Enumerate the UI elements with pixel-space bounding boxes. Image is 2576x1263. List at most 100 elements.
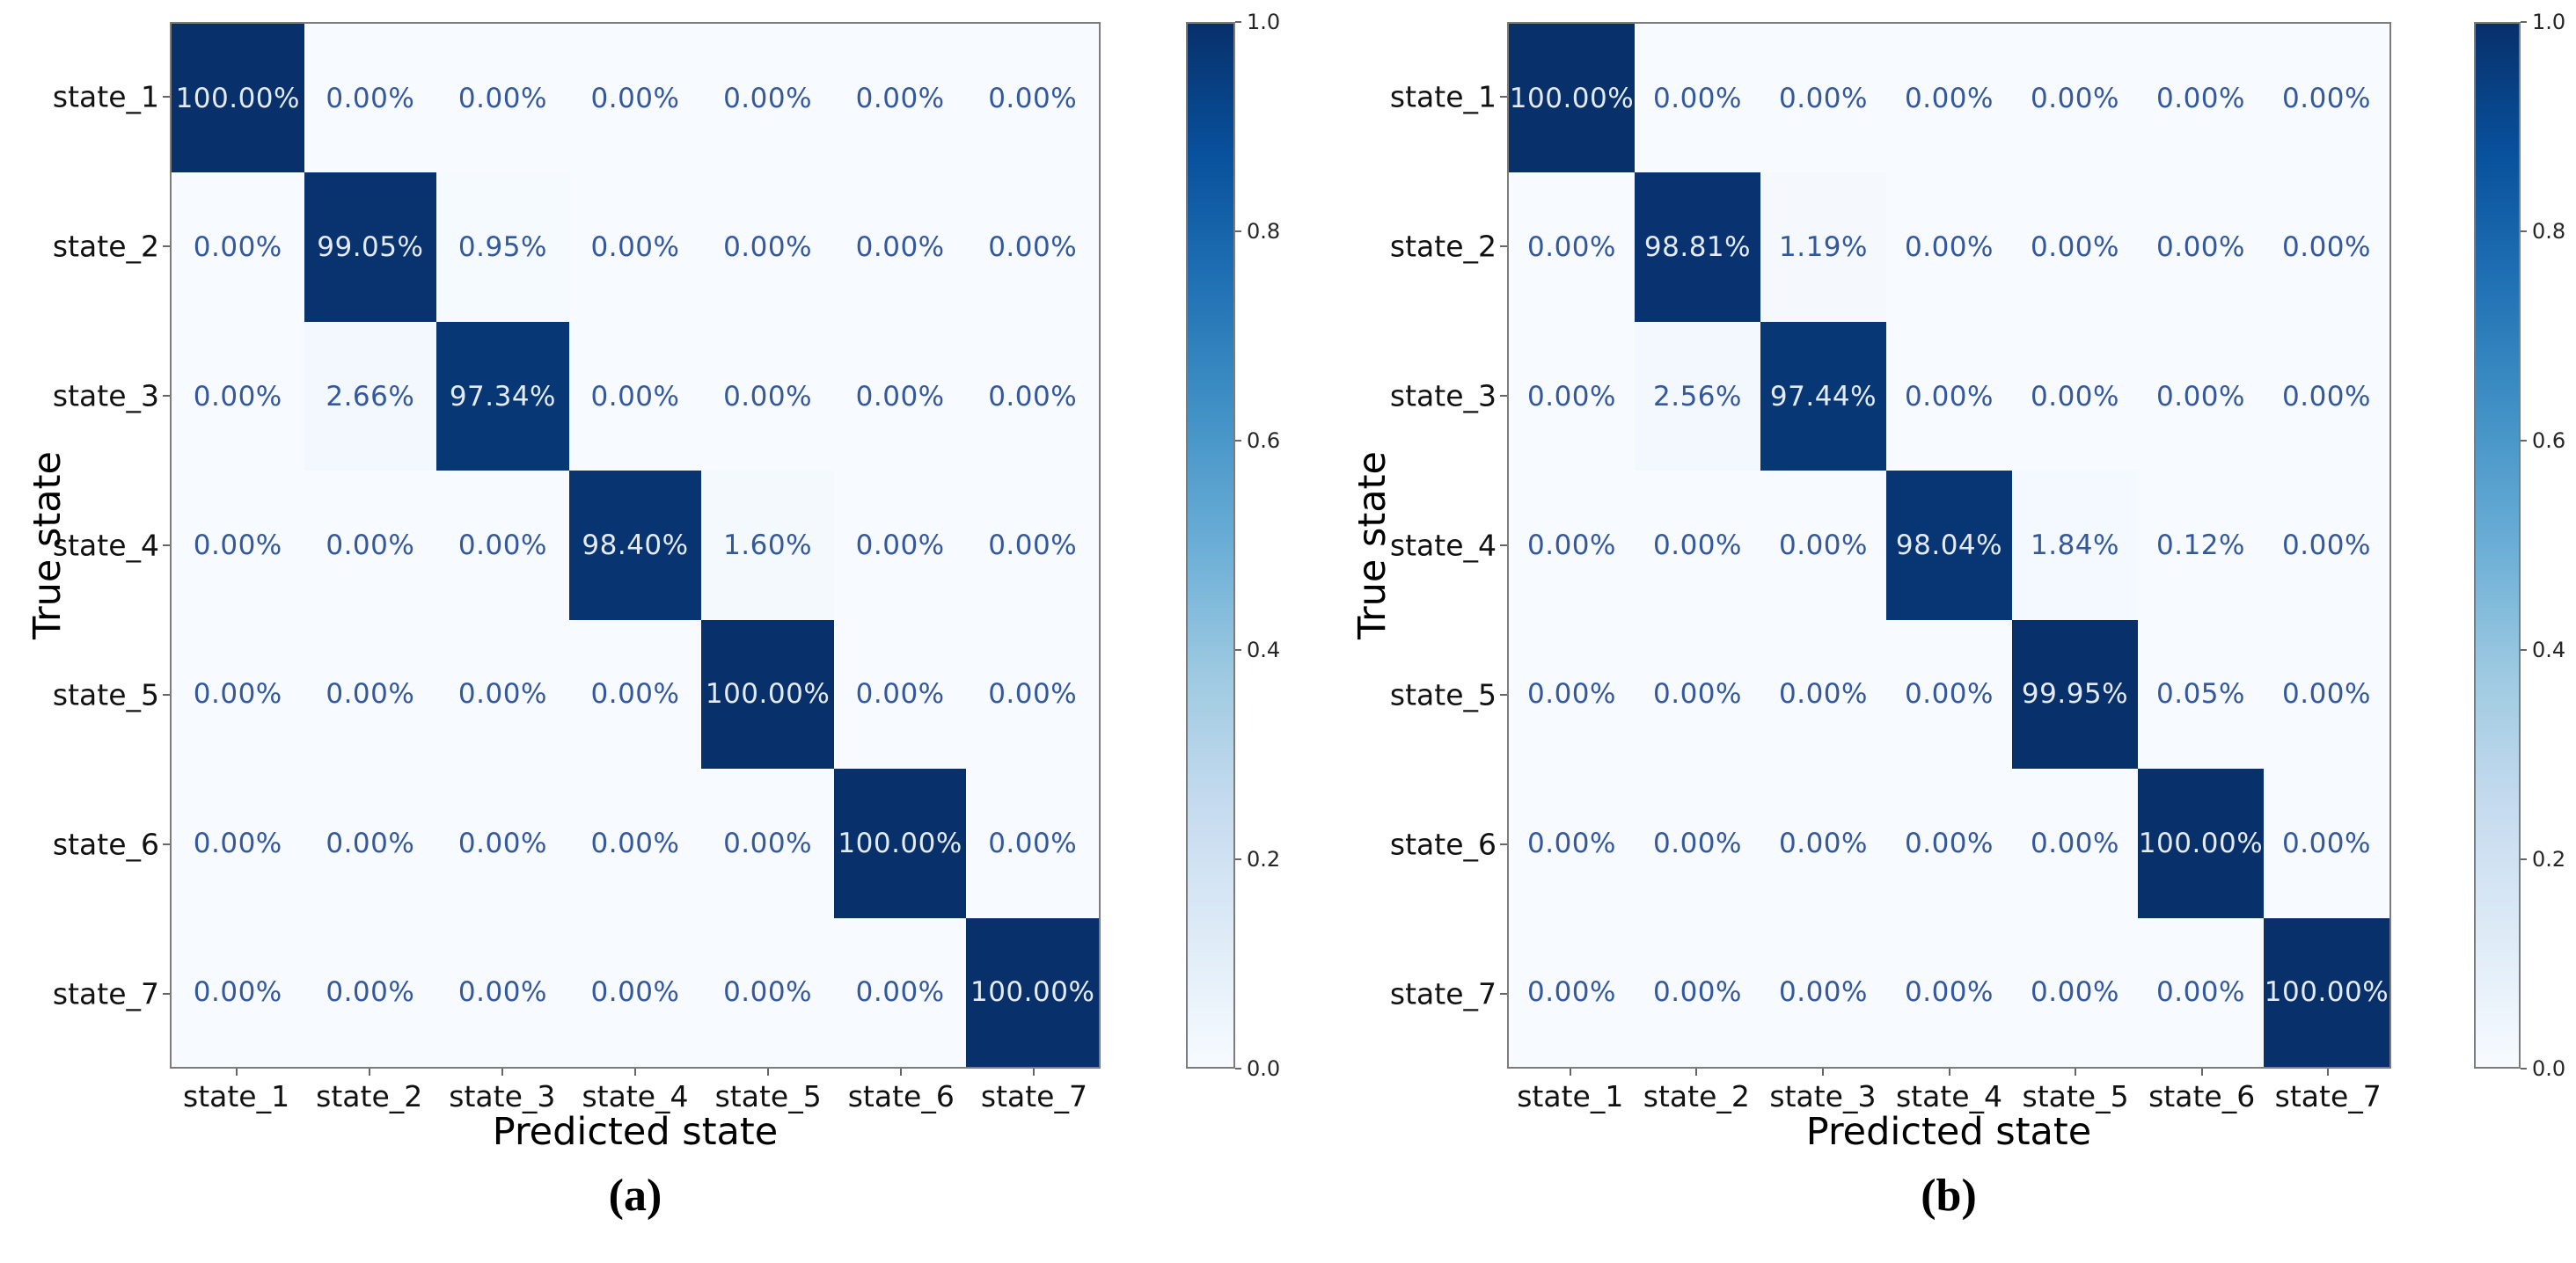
heatmap-cell-state_1-state_3: 0.00% [1760,24,1886,173]
cell-value-label: 0.00% [2282,231,2371,264]
cell-value-label: 0.12% [2156,529,2245,561]
x-tick-label: state_4 [1895,1079,2003,1113]
cell-value-label: 0.00% [590,82,680,114]
y-tick-label: state_7 [52,976,159,1011]
heatmap-cell-state_1-state_5: 0.00% [2012,24,2138,173]
colorbar-tick-label: 0.6 [1247,428,1281,453]
cell-value-label: 0.00% [193,529,282,561]
cell-value-label: 100.00% [2138,827,2264,859]
cell-value-label: 0.00% [1779,976,1868,1009]
cell-value-label: 98.40% [582,529,689,561]
heatmap-cell-state_3-state_1: 0.00% [172,321,304,471]
x-tick-mark [1033,1069,1036,1076]
y-tick-mark [163,96,170,98]
heatmap-cell-state_3-state_3: 97.34% [436,321,569,471]
cell-value-label: 100.00% [1509,82,1635,114]
y-tick-label: state_6 [1389,827,1497,862]
cell-value-label: 0.00% [2282,529,2371,561]
cell-value-label: 0.00% [988,380,1078,412]
cell-value-label: 0.00% [590,380,680,412]
heatmap-cell-state_5-state_1: 0.00% [1509,619,1635,770]
y-tick-label: state_1 [52,79,159,114]
heatmap-cell-state_7-state_2: 0.00% [1635,917,1760,1067]
x-tick-mark [767,1069,770,1076]
heatmap-cell-state_3-state_3: 97.44% [1760,321,1886,471]
x-tick-label: state_6 [2148,1079,2256,1113]
cell-value-label: 0.05% [2156,678,2245,711]
x-tick-mark [235,1069,238,1076]
colorbar [2474,22,2521,1069]
heatmap-cell-state_4-state_1: 0.00% [172,471,304,620]
cell-value-label: 1.60% [723,529,813,561]
x-tick-mark [634,1069,636,1076]
y-tick-label: state_1 [1389,79,1497,114]
heatmap-cell-state_6-state_1: 0.00% [172,769,304,918]
heatmap-cell-state_4-state_6: 0.00% [833,471,967,620]
heatmap-cell-state_1-state_7: 0.00% [966,24,1099,173]
cell-value-label: 2.66% [326,380,415,412]
y-tick-mark [1500,843,1507,845]
heatmap-cell-state_7-state_4: 0.00% [568,917,702,1067]
y-tick-label: state_5 [1389,677,1497,712]
heatmap-cell-state_7-state_1: 0.00% [1509,917,1635,1067]
x-tick-mark [1948,1069,1950,1076]
cell-value-label: 0.00% [1779,529,1868,561]
cell-value-label: 97.34% [449,380,557,412]
cell-value-label: 0.00% [1527,380,1616,412]
heatmap-cell-state_1-state_2: 0.00% [304,24,437,173]
cell-value-label: 0.00% [2031,231,2119,264]
cell-value-label: 0.00% [1527,976,1616,1009]
heatmap-cell-state_4-state_1: 0.00% [1509,471,1635,620]
cell-value-label: 0.00% [1905,827,1994,859]
y-tick-mark [163,395,170,397]
heatmap-cell-state_1-state_3: 0.00% [436,24,569,173]
heatmap-cell-state_2-state_3: 1.19% [1760,172,1886,322]
heatmap-cell-state_3-state_4: 0.00% [1886,321,2012,471]
cell-value-label: 0.00% [723,231,813,264]
colorbar-tick-label: 0.2 [1247,847,1281,872]
y-tick-mark [163,694,170,696]
colorbar-tick-label: 0.8 [2532,219,2566,244]
cell-value-label: 0.00% [723,380,813,412]
cell-value-label: 0.00% [855,82,945,114]
heatmap-cell-state_7-state_1: 0.00% [172,917,304,1067]
cell-value-label: 1.19% [1779,231,1868,264]
cell-value-label: 0.00% [1653,678,1742,711]
heatmap-cell-state_3-state_5: 0.00% [2012,321,2138,471]
x-tick-mark [2200,1069,2203,1076]
cell-value-label: 98.04% [1895,529,2003,561]
heatmap-cell-state_6-state_7: 0.00% [2264,769,2389,918]
heatmap-cell-state_5-state_7: 0.00% [966,619,1099,770]
y-tick-mark [1500,544,1507,546]
y-tick-label: state_4 [52,528,159,563]
cell-value-label: 0.00% [590,231,680,264]
x-tick-label: state_7 [980,1079,1087,1113]
cell-value-label: 0.00% [1653,82,1742,114]
heatmap-cell-state_7-state_4: 0.00% [1886,917,2012,1067]
heatmap-cell-state_7-state_7: 100.00% [2264,917,2389,1067]
colorbar-tick-mark [1235,858,1241,860]
cell-value-label: 0.00% [1905,82,1994,114]
heatmap-cell-state_6-state_7: 0.00% [966,769,1099,918]
cell-value-label: 0.00% [2031,82,2119,114]
colorbar-tick-mark [2521,230,2527,232]
heatmap-cell-state_7-state_5: 0.00% [701,917,834,1067]
heatmap-cell-state_4-state_4: 98.04% [1886,471,2012,620]
cell-value-label: 0.00% [457,529,547,561]
heatmap-cell-state_4-state_7: 0.00% [966,471,1099,620]
heatmap-cell-state_6-state_5: 0.00% [2012,769,2138,918]
cell-value-label: 0.00% [855,678,945,711]
heatmap-cell-state_3-state_6: 0.00% [833,321,967,471]
x-tick-mark [900,1069,903,1076]
colorbar-tick-label: 0.0 [1247,1056,1281,1081]
x-tick-label: state_3 [1769,1079,1877,1113]
heatmap-cell-state_1-state_2: 0.00% [1635,24,1760,173]
colorbar-tick-label: 0.4 [2532,638,2566,662]
heatmap-cell-state_6-state_3: 0.00% [1760,769,1886,918]
cell-value-label: 0.00% [326,827,415,859]
x-tick-label: state_1 [183,1079,290,1113]
heatmap-cell-state_3-state_6: 0.00% [2138,321,2264,471]
colorbar-tick-mark [2521,21,2527,23]
heatmap-cell-state_2-state_7: 0.00% [2264,172,2389,322]
